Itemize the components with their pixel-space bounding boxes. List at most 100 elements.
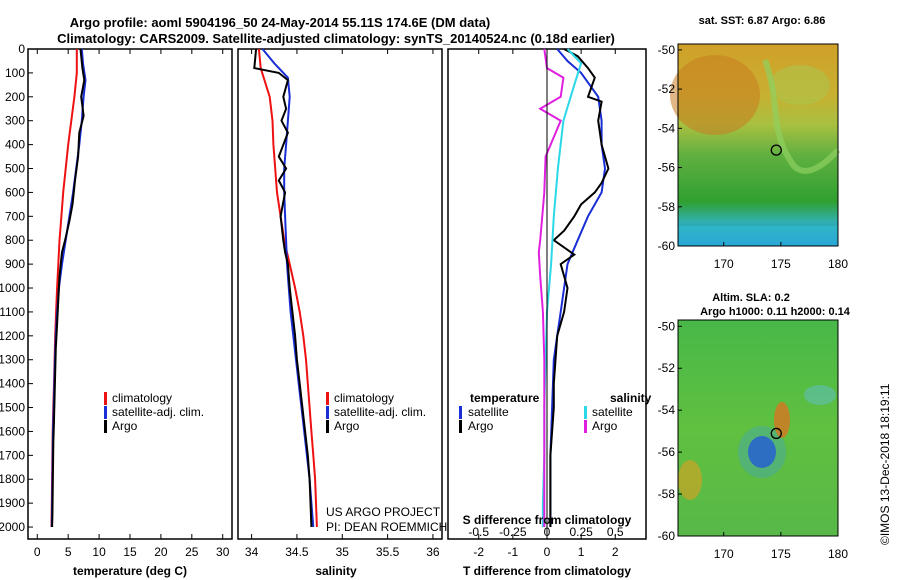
latitude-tick-label: -56 bbox=[658, 445, 676, 459]
x-tick-label: -1 bbox=[508, 545, 519, 559]
depth-tick-label: 2000 bbox=[0, 520, 25, 534]
series-line-satellite bbox=[549, 48, 607, 527]
depth-tick-label: 500 bbox=[5, 162, 25, 176]
sla-heatmap bbox=[678, 320, 838, 536]
legend-label-argo: Argo bbox=[334, 419, 360, 433]
x-tick-label: 35 bbox=[336, 545, 350, 559]
series-line-satellite-adj-clim- bbox=[261, 48, 315, 528]
x-tick-label: 15 bbox=[123, 545, 137, 559]
latitude-tick-label: -56 bbox=[658, 161, 676, 175]
x-tick-label: 10 bbox=[92, 545, 106, 559]
longitude-tick-label: 175 bbox=[771, 257, 791, 271]
depth-tick-label: 900 bbox=[5, 257, 25, 271]
longitude-tick-label: 170 bbox=[714, 257, 734, 271]
depth-tick-label: 1200 bbox=[0, 329, 25, 343]
sla-map-subtitle: Argo h1000: 0.11 h2000: 0.14 bbox=[700, 306, 851, 318]
depth-tick-label: 1700 bbox=[0, 448, 25, 462]
sst-front-region bbox=[770, 65, 830, 105]
latitude-tick-label: -52 bbox=[658, 82, 676, 96]
salinity-profile-panel: 34 34.5 35 35.5 36 salinity climatology sate… bbox=[237, 48, 447, 578]
sla-high-region bbox=[774, 402, 790, 438]
figure-title-line2: Climatology: CARS2009. Satellite-adjuste… bbox=[57, 31, 615, 46]
depth-tick-label: 1800 bbox=[0, 472, 25, 486]
salinity-legend: climatology satellite-adj. clim. Argo bbox=[326, 391, 426, 433]
legend-swatch-satellite bbox=[104, 406, 107, 419]
x-tick-label: 34.5 bbox=[285, 545, 309, 559]
latitude-tick-label: -54 bbox=[658, 403, 676, 417]
depth-tick-label: 1300 bbox=[0, 353, 25, 367]
depth-tick-label: 700 bbox=[5, 209, 25, 223]
difference-legend: temperature salinity satellite Argo sate… bbox=[459, 391, 652, 433]
x-tick-label: 35.5 bbox=[376, 545, 400, 559]
profile-location-marker bbox=[770, 427, 782, 440]
x-tick-label: 0 bbox=[544, 545, 551, 559]
difference-top-axis-label: S difference from climatology bbox=[463, 513, 632, 527]
legend-label-climatology: climatology bbox=[334, 391, 394, 405]
series-line-argo bbox=[51, 48, 86, 528]
latitude-tick-label: -50 bbox=[658, 319, 676, 333]
project-credit-line2: PI: DEAN ROEMMICH bbox=[326, 520, 447, 534]
sla-map-panel: Altim. SLA: 0.2 Argo h1000: 0.11 h2000: … bbox=[658, 292, 851, 561]
series-line-argo bbox=[253, 48, 313, 528]
legend-swatch-argo bbox=[326, 420, 329, 433]
series-line-climatology bbox=[257, 48, 318, 528]
legend-swatch-argo bbox=[104, 420, 107, 433]
latitude-tick-label: -50 bbox=[658, 43, 676, 57]
depth-tick-label: 1000 bbox=[0, 281, 25, 295]
x-tick-label: 36 bbox=[426, 545, 440, 559]
series-line-argo bbox=[537, 48, 565, 527]
imos-credit: ©IMOS 13-Dec-2018 18:19:11 bbox=[878, 383, 892, 545]
depth-tick-label: 300 bbox=[5, 114, 25, 128]
sst-front-line bbox=[762, 58, 841, 174]
sst-map-title: sat. SST: 6.87 Argo: 6.86 bbox=[699, 15, 826, 27]
depth-tick-label: 1500 bbox=[0, 401, 25, 415]
figure-title-line1: Argo profile: aoml 5904196_50 24-May-201… bbox=[70, 15, 491, 30]
depth-tick-label: 0 bbox=[18, 42, 25, 56]
longitude-tick-label: 175 bbox=[771, 547, 791, 561]
profile-location-marker bbox=[770, 144, 782, 156]
legend-label-argo: Argo bbox=[112, 419, 138, 433]
sst-cold-band bbox=[678, 226, 838, 246]
latitude-tick-label: -58 bbox=[658, 487, 676, 501]
x-tick-label: 34 bbox=[245, 545, 259, 559]
legend-label-climatology: climatology bbox=[112, 391, 172, 405]
latitude-tick-label: -52 bbox=[658, 361, 676, 375]
sst-warm-region bbox=[670, 55, 760, 135]
x-tick-label: 20 bbox=[154, 545, 168, 559]
legend-swatch-climatology bbox=[104, 392, 107, 405]
legend-label-sal-argo: Argo bbox=[592, 419, 618, 433]
x-tick-label: 0 bbox=[34, 545, 41, 559]
legend-label-sal-satellite: satellite bbox=[592, 405, 633, 419]
latitude-tick-label: -58 bbox=[658, 200, 676, 214]
legend-swatch-temp-argo bbox=[459, 420, 462, 433]
project-credit-line1: US ARGO PROJECT bbox=[326, 505, 441, 519]
sla-map-frame bbox=[677, 319, 839, 537]
legend-swatch-climatology bbox=[326, 392, 329, 405]
depth-tick-label: 600 bbox=[5, 185, 25, 199]
salinity-plot-frame bbox=[237, 48, 443, 540]
depth-tick-label: 200 bbox=[5, 90, 25, 104]
depth-tick-label: 1400 bbox=[0, 377, 25, 391]
x-tick-label: 5 bbox=[65, 545, 72, 559]
sla-high-region-west bbox=[678, 460, 702, 500]
legend-swatch-sal-argo bbox=[584, 420, 587, 433]
temperature-profile-panel: 0100200300400500600700800900100011001200… bbox=[0, 42, 233, 578]
top-axis-tick-label: -0.5 bbox=[468, 525, 489, 539]
legend-label-temp-satellite: satellite bbox=[468, 405, 509, 419]
longitude-tick-label: 180 bbox=[828, 547, 848, 561]
temperature-x-label: temperature (deg C) bbox=[73, 564, 187, 578]
x-tick-label: -2 bbox=[473, 545, 484, 559]
legend-swatch-temp-satellite bbox=[459, 406, 462, 419]
latitude-tick-label: -60 bbox=[658, 239, 676, 253]
legend-label-temp-argo: Argo bbox=[468, 419, 494, 433]
legend-label-satellite: satellite-adj. clim. bbox=[112, 405, 204, 419]
depth-tick-label: 100 bbox=[5, 66, 25, 80]
temperature-legend: climatology satellite-adj. clim. Argo bbox=[104, 391, 204, 433]
sla-low-eddy bbox=[748, 436, 776, 468]
top-axis-tick-label: 0.25 bbox=[569, 525, 593, 539]
sst-map-panel: sat. SST: 6.87 Argo: 6.86 bbox=[658, 15, 849, 271]
top-axis-tick-label: -0.25 bbox=[499, 525, 527, 539]
depth-tick-label: 1900 bbox=[0, 496, 25, 510]
